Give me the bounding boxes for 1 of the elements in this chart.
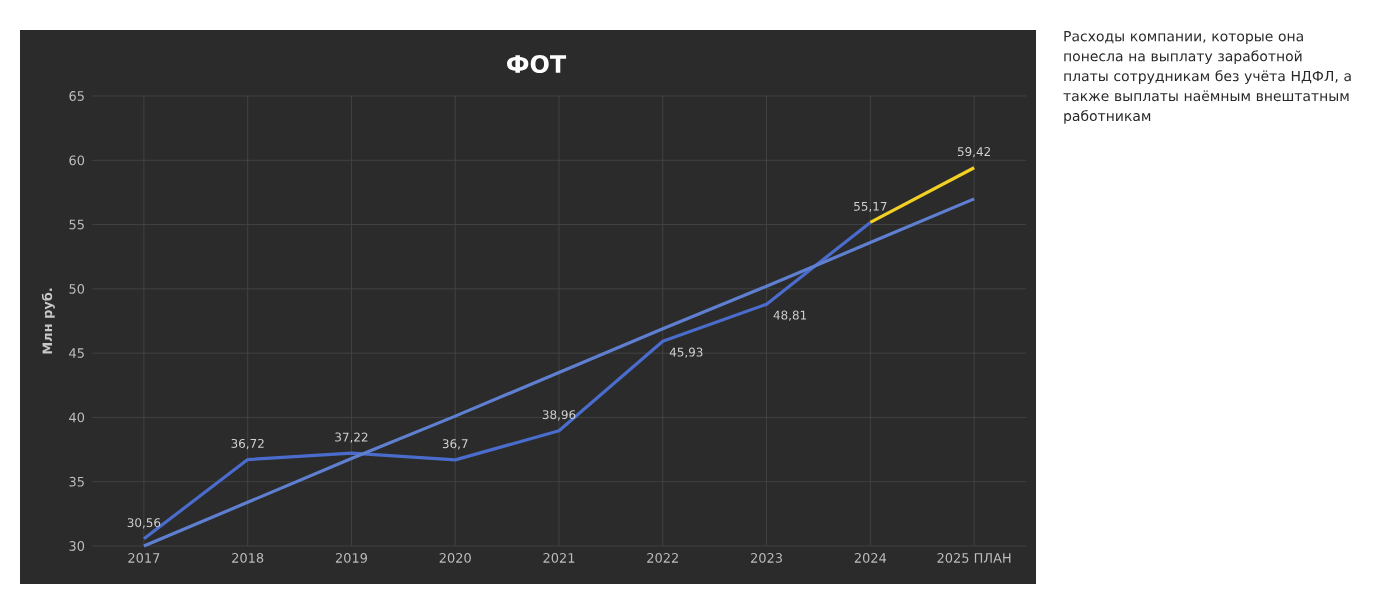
chart-title: ФОТ (507, 54, 567, 74)
